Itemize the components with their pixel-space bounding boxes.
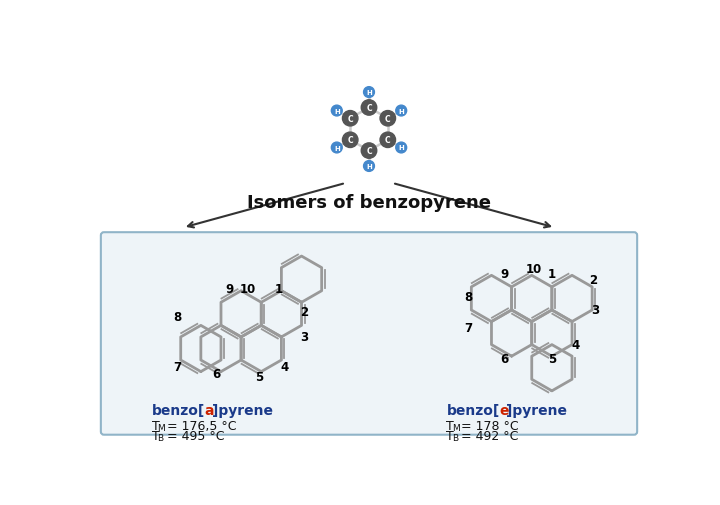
Text: H: H — [366, 90, 372, 96]
Circle shape — [396, 106, 407, 117]
Text: Isomers of benzopyrene: Isomers of benzopyrene — [247, 194, 491, 212]
Text: = 178 °C: = 178 °C — [457, 419, 519, 432]
Text: = 176,5 °C: = 176,5 °C — [163, 419, 236, 432]
Circle shape — [380, 133, 395, 148]
Text: 4: 4 — [571, 338, 580, 351]
Text: H: H — [398, 109, 404, 114]
Circle shape — [343, 133, 358, 148]
Text: T: T — [152, 429, 160, 442]
Circle shape — [364, 87, 374, 98]
Text: C: C — [347, 136, 353, 145]
Circle shape — [380, 111, 395, 127]
Text: T: T — [152, 419, 160, 432]
Circle shape — [343, 111, 358, 127]
Text: 9: 9 — [225, 282, 233, 295]
Text: benzo[: benzo[ — [152, 403, 205, 417]
Circle shape — [396, 143, 407, 154]
Text: C: C — [347, 115, 353, 124]
Text: M: M — [452, 423, 459, 432]
Text: B: B — [158, 433, 163, 442]
Text: a: a — [204, 403, 215, 417]
Text: 10: 10 — [240, 282, 256, 295]
Text: 8: 8 — [174, 310, 181, 323]
Text: 3: 3 — [300, 331, 309, 344]
Text: 4: 4 — [280, 361, 289, 374]
Text: C: C — [366, 104, 372, 113]
Text: benzo[: benzo[ — [446, 403, 500, 417]
Text: H: H — [366, 164, 372, 170]
Text: 1: 1 — [275, 282, 283, 295]
Text: C: C — [366, 147, 372, 156]
Text: ]pyrene: ]pyrene — [506, 403, 567, 417]
Circle shape — [364, 161, 374, 172]
Circle shape — [331, 106, 342, 117]
Text: 3: 3 — [591, 304, 599, 317]
Text: = 492 °C: = 492 °C — [457, 429, 518, 442]
Text: H: H — [398, 145, 404, 151]
Text: ]pyrene: ]pyrene — [212, 403, 273, 417]
Circle shape — [361, 100, 377, 116]
Text: H: H — [334, 109, 340, 114]
Text: T: T — [446, 429, 454, 442]
Text: M: M — [158, 423, 165, 432]
Text: 5: 5 — [255, 370, 263, 383]
Text: 2: 2 — [300, 306, 309, 318]
Text: C: C — [385, 136, 391, 145]
Text: = 495 °C: = 495 °C — [163, 429, 225, 442]
Text: e: e — [499, 403, 509, 417]
Circle shape — [331, 143, 342, 154]
Text: 10: 10 — [526, 263, 542, 275]
Text: C: C — [385, 115, 391, 124]
Text: 2: 2 — [589, 274, 597, 287]
Text: 1: 1 — [548, 267, 556, 280]
Text: 6: 6 — [212, 368, 220, 381]
Circle shape — [361, 143, 377, 159]
Text: B: B — [452, 433, 458, 442]
Text: T: T — [446, 419, 454, 432]
FancyBboxPatch shape — [101, 233, 637, 435]
Text: 6: 6 — [500, 352, 509, 365]
Text: H: H — [334, 145, 340, 151]
Text: 9: 9 — [500, 267, 509, 280]
Text: 8: 8 — [464, 290, 472, 303]
Text: 5: 5 — [548, 352, 556, 365]
Text: 7: 7 — [174, 361, 181, 374]
Text: 7: 7 — [464, 321, 472, 334]
